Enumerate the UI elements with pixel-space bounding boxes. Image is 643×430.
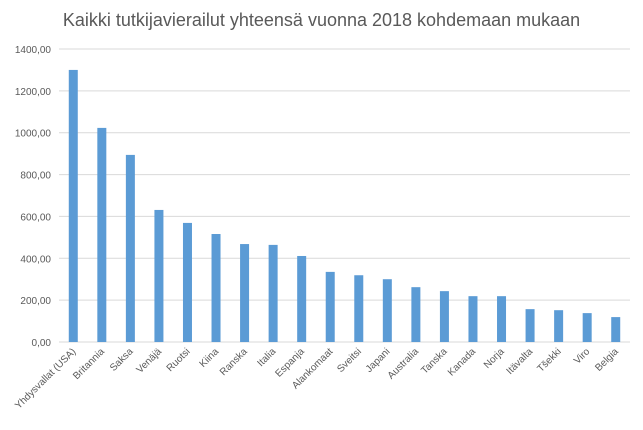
bar	[497, 296, 507, 342]
bar	[211, 234, 221, 342]
x-tick-label: Yhdysvallat (USA)	[13, 346, 78, 411]
x-tick-label: Kanada	[446, 346, 478, 378]
y-tick-label: 1200,00	[15, 87, 52, 98]
y-tick-label: 1000,00	[15, 129, 52, 140]
x-tick-label: Britannia	[71, 346, 107, 382]
bar	[382, 279, 392, 342]
bar	[268, 244, 278, 342]
y-tick-label: 600,00	[20, 212, 51, 223]
x-tick-label: Norja	[482, 346, 507, 371]
bar	[354, 275, 364, 342]
bar	[240, 244, 250, 342]
bar	[554, 310, 564, 342]
y-tick-label: 1400,00	[15, 45, 52, 56]
y-tick-label: 0,00	[32, 338, 52, 349]
bar	[582, 313, 592, 342]
bar	[411, 287, 421, 342]
x-tick-label: Belgia	[593, 346, 621, 374]
bar	[97, 127, 107, 342]
bar	[439, 291, 449, 342]
x-tick-label: Saksa	[108, 346, 136, 374]
x-tick-label: Australia	[386, 346, 422, 382]
bar	[297, 255, 307, 342]
bar	[125, 154, 135, 342]
bar	[68, 69, 78, 342]
bar	[154, 209, 164, 342]
y-tick-label: 800,00	[20, 171, 51, 182]
bar	[611, 317, 621, 342]
x-tick-label: Tanska	[419, 346, 449, 376]
x-tick-label: Tšekki	[536, 346, 564, 374]
bar	[525, 309, 535, 342]
bar	[468, 296, 478, 342]
y-tick-label: 400,00	[20, 254, 51, 265]
x-tick-label: Venäjä	[135, 346, 165, 376]
x-tick-label: Sveitsi	[335, 346, 364, 375]
x-tick-label: Ruotsi	[165, 346, 193, 374]
x-tick-label: Itävalta	[505, 346, 536, 377]
bar	[182, 222, 192, 342]
bar	[325, 271, 335, 342]
x-tick-label: Ranska	[218, 346, 250, 378]
x-tick-label: Kiina	[198, 346, 222, 370]
chart-title: Kaikki tutkijavierailut yhteensä vuonna …	[62, 10, 581, 30]
y-tick-label: 200,00	[20, 296, 51, 307]
x-tick-label: Viro	[572, 346, 593, 367]
x-tick-label: Italia	[256, 346, 279, 369]
